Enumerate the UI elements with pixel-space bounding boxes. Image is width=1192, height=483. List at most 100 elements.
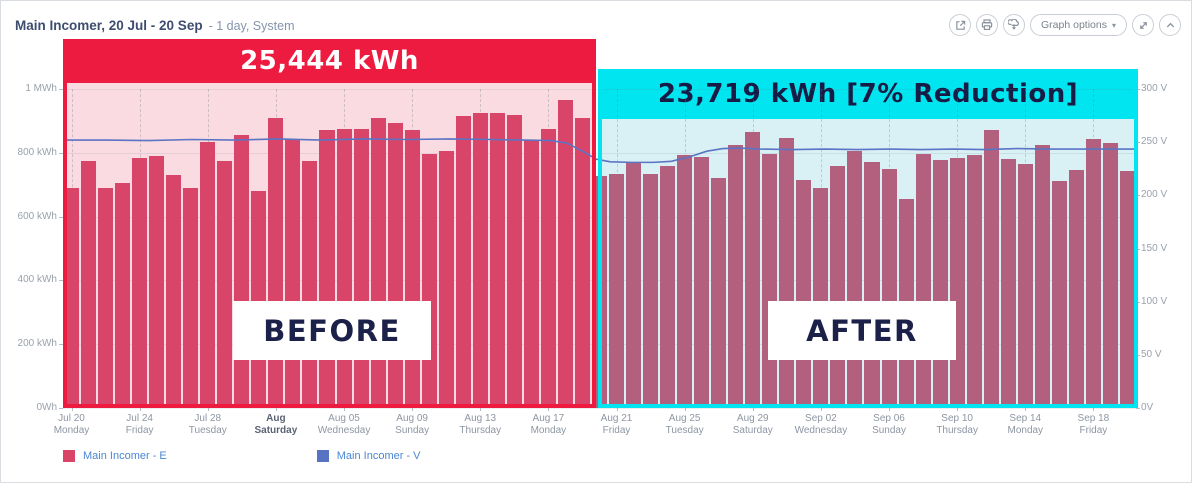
energy-bar[interactable] [574, 117, 590, 408]
voltage-line [63, 139, 1136, 162]
download-button[interactable] [1003, 14, 1026, 36]
x-axis-tick [820, 408, 822, 411]
x-tick-date: Aug 25 [668, 413, 701, 424]
energy-bar[interactable] [81, 160, 97, 408]
x-axis-tick [1025, 408, 1027, 411]
energy-bar[interactable] [149, 156, 165, 408]
x-axis-tick-label: Sep 10 Thursday [912, 413, 1002, 436]
x-tick-date: Sep 02 [805, 413, 837, 424]
energy-bar[interactable] [557, 100, 573, 408]
energy-bar[interactable] [626, 163, 642, 408]
energy-bar[interactable] [132, 157, 148, 408]
energy-bar[interactable] [115, 183, 131, 408]
x-tick-date: Aug 05 [328, 413, 360, 424]
energy-bar[interactable] [660, 165, 676, 408]
horizontal-gridline [63, 408, 1136, 409]
graph-options-button[interactable]: Graph options ▾ [1030, 14, 1127, 36]
energy-bar[interactable] [183, 187, 199, 408]
energy-bar[interactable] [728, 145, 744, 408]
before-total-band: 25,444 kWh [63, 39, 596, 83]
x-axis-tick-label: Sep 14 Monday [980, 413, 1070, 436]
graph-options-label: Graph options [1041, 19, 1107, 31]
page-title: Main Incomer, 20 Jul - 20 Sep [15, 17, 203, 33]
energy-bar[interactable] [677, 155, 693, 408]
x-axis-tick [1093, 408, 1095, 411]
x-tick-day: Tuesday [665, 424, 704, 436]
y-axis-left-label: 1 MWh [25, 83, 57, 94]
energy-bar[interactable] [438, 151, 454, 408]
x-axis-tick-label: Aug 17 Monday [503, 413, 593, 436]
x-axis-tick-label: Aug 13 Thursday [435, 413, 525, 436]
legend-label: Main Incomer - E [83, 450, 167, 462]
y-axis-right-label: 150 V [1141, 242, 1168, 254]
expand-button[interactable] [1132, 14, 1154, 36]
x-axis-tick [344, 408, 346, 411]
x-axis-tick [548, 408, 550, 411]
x-axis-tick-label: Jul 24 Friday [95, 413, 185, 436]
energy-bar[interactable] [472, 112, 488, 408]
legend-swatch [63, 450, 75, 462]
x-axis-tick [752, 408, 754, 411]
x-tick-date: Jul 28 [194, 413, 222, 424]
collapse-button[interactable] [1159, 14, 1181, 36]
x-axis-tick-label: Sep 06 Sunday [844, 413, 934, 436]
energy-bar[interactable] [1000, 159, 1016, 408]
y-axis-tick [59, 344, 63, 346]
energy-bar[interactable] [1017, 164, 1033, 408]
legend-item[interactable]: Main Incomer - V [316, 450, 421, 462]
after-label: AFTER [768, 301, 956, 360]
energy-bar[interactable] [983, 129, 999, 408]
x-tick-day: Monday [53, 424, 90, 436]
x-axis-tick-label: Aug Saturday [231, 413, 321, 436]
title-wrap: Main Incomer, 20 Jul - 20 Sep - 1 day, S… [15, 18, 295, 33]
x-axis-tick-label: Sep 02 Wednesday [776, 413, 866, 436]
y-axis-left-label: 400 kWh [17, 274, 57, 286]
energy-bar[interactable] [711, 178, 727, 408]
x-axis-tick-label: Aug 29 Saturday [708, 413, 798, 436]
x-tick-day: Sunday [395, 424, 430, 436]
energy-bar[interactable] [1085, 139, 1101, 408]
energy-bar[interactable] [166, 175, 182, 408]
energy-bar[interactable] [506, 114, 522, 408]
y-axis-right-label: 200 V [1141, 189, 1168, 201]
energy-bar[interactable] [64, 187, 80, 408]
legend-item[interactable]: Main Incomer - E [63, 450, 167, 462]
x-axis-tick-label: Aug 21 Friday [572, 413, 662, 436]
expand-icon [1138, 20, 1149, 31]
chart-header: Main Incomer, 20 Jul - 20 Sep - 1 day, S… [15, 11, 1181, 39]
y-axis-tick [59, 408, 63, 409]
y-axis-tick [59, 216, 63, 218]
chevron-up-icon [1165, 20, 1176, 31]
x-axis-tick [889, 408, 891, 411]
legend-swatch [316, 450, 329, 462]
energy-bar[interactable] [98, 187, 114, 408]
x-tick-day: Monday [1007, 424, 1044, 436]
energy-bar[interactable] [200, 141, 216, 408]
x-tick-day: Wednesday [317, 424, 371, 436]
energy-bar[interactable] [1119, 170, 1135, 408]
energy-bar[interactable] [217, 160, 233, 408]
x-tick-date: Aug [266, 413, 286, 424]
x-axis-tick [139, 408, 141, 411]
energy-bar[interactable] [745, 132, 761, 408]
energy-bar[interactable] [540, 128, 556, 408]
energy-bar[interactable] [1034, 145, 1050, 408]
y-axis-tick [1136, 89, 1140, 90]
energy-bar[interactable] [694, 156, 710, 408]
energy-bar[interactable] [1068, 170, 1084, 408]
energy-bar[interactable] [1102, 142, 1118, 408]
open-external-button[interactable] [949, 14, 972, 36]
x-axis-tick [480, 408, 482, 411]
energy-bar[interactable] [1051, 180, 1067, 408]
x-tick-date: Aug 17 [532, 413, 565, 424]
y-axis-tick [1136, 408, 1140, 409]
legend-label: Main Incomer - V [336, 450, 421, 462]
energy-bar[interactable] [609, 173, 625, 408]
energy-bar[interactable] [523, 140, 539, 408]
print-button[interactable] [976, 14, 999, 36]
energy-bar[interactable] [966, 155, 982, 408]
energy-bar[interactable] [455, 116, 471, 408]
energy-bar[interactable] [643, 173, 659, 408]
page-subtitle: - 1 day, System [208, 18, 295, 33]
energy-bar[interactable] [489, 112, 505, 408]
